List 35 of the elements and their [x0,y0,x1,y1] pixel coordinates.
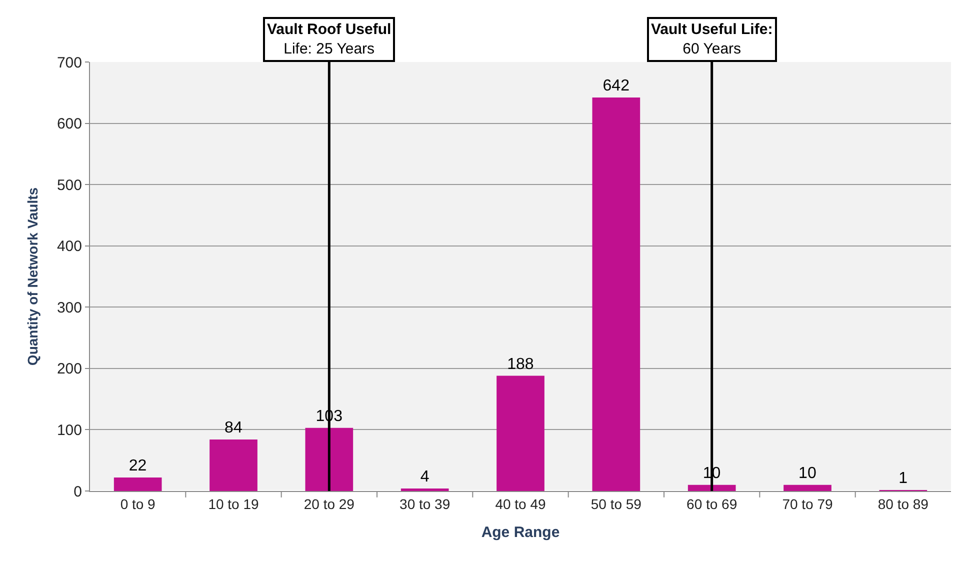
bar [688,484,736,491]
y-axis-title: Quantity of Network Vaults [24,187,41,366]
bar [114,478,162,491]
data-label: 10 [798,464,816,482]
x-tick-label: 30 to 39 [400,496,450,512]
x-tick-label: 50 to 59 [590,496,642,512]
data-label: 642 [602,78,630,95]
data-label: 1 [898,470,908,487]
bar [210,440,258,491]
data-label: 188 [507,356,534,373]
y-tick-label: 100 [56,422,82,439]
bar [305,428,354,491]
x-tick-label: 80 to 89 [878,496,929,512]
data-label: 22 [128,458,147,475]
x-tick-label: 70 to 79 [782,496,834,512]
y-tick-label: 400 [56,238,82,256]
x-tick-label: 10 to 19 [208,496,260,512]
y-tick-label: 500 [56,176,82,194]
x-tick-label: 0 to 9 [120,496,156,512]
data-label: 84 [224,420,242,437]
bar [592,98,640,491]
x-axis-title: Age Range [481,524,560,541]
x-tick-label: 40 to 49 [495,496,546,512]
bar [496,376,544,491]
y-tick-label: 200 [56,360,82,378]
ref-line-label: Vault Useful Life: 60 Years [651,21,773,58]
x-tick-label: 20 to 29 [304,496,355,512]
y-tick-label: 700 [56,54,82,72]
y-tick-label: 300 [56,299,82,316]
y-tick-label: 0 [74,483,82,500]
x-tick-label: 60 to 69 [686,496,738,512]
y-tick-label: 600 [56,116,82,133]
bar [784,484,832,491]
data-label: 4 [420,468,430,486]
ref-line-label: Vault Roof Useful Life: 25 Years [267,21,392,58]
